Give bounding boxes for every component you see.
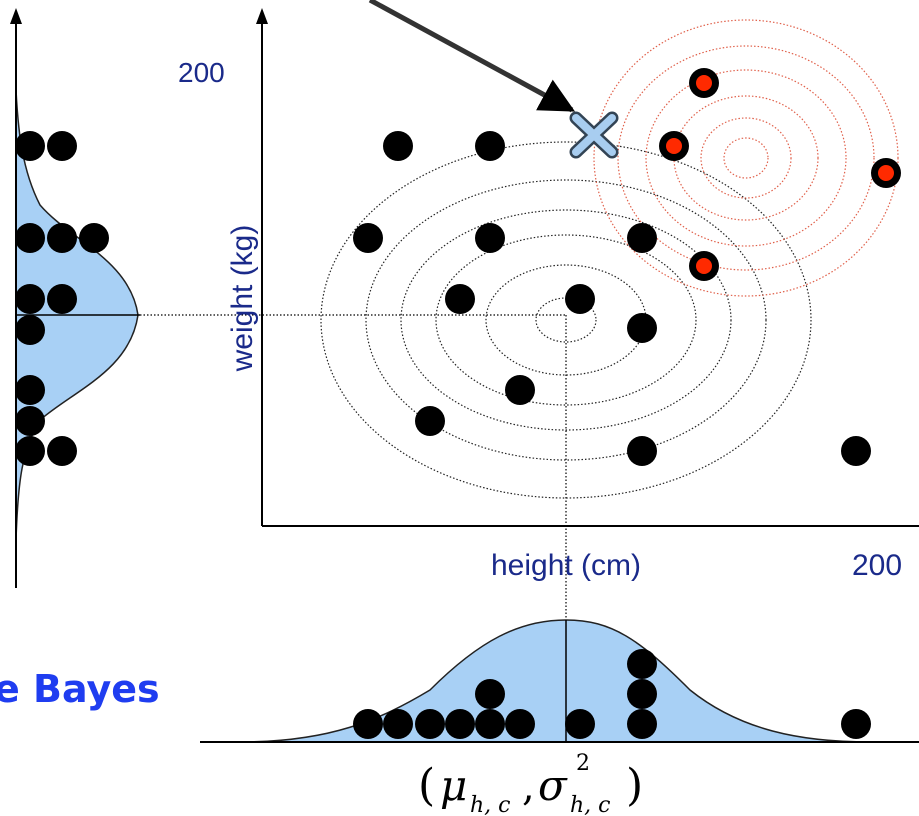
stacked-point bbox=[627, 679, 657, 709]
formula-sigma: σ bbox=[538, 761, 568, 810]
red-contours bbox=[593, 19, 899, 297]
data-point bbox=[415, 406, 445, 436]
data-point bbox=[353, 223, 383, 253]
partial-title: e Bayes bbox=[0, 667, 160, 711]
bottom-marginal-density bbox=[200, 619, 919, 743]
formula-close-paren: ) bbox=[626, 760, 643, 811]
x-mark-icon bbox=[569, 111, 619, 159]
left-axis-arrowhead bbox=[10, 8, 22, 24]
stacked-point bbox=[47, 284, 77, 314]
stacked-point bbox=[505, 709, 535, 739]
data-point-red-core bbox=[666, 138, 682, 154]
red-contour-ring bbox=[645, 69, 847, 247]
formula-sigma-superscript: 2 bbox=[576, 751, 590, 776]
data-point bbox=[475, 131, 505, 161]
scatter-axes bbox=[256, 8, 919, 527]
stacked-point bbox=[15, 284, 45, 314]
formula-mu: μ bbox=[440, 761, 467, 810]
formula-mu-subscript: h, c bbox=[470, 793, 510, 816]
data-point bbox=[505, 375, 535, 405]
data-point bbox=[565, 284, 595, 314]
stacked-point bbox=[47, 131, 77, 161]
formula-open-paren: ( bbox=[418, 760, 435, 811]
stacked-point bbox=[47, 223, 77, 253]
stacked-point bbox=[79, 223, 109, 253]
stacked-point bbox=[15, 131, 45, 161]
stacked-point bbox=[15, 223, 45, 253]
y-axis-arrowhead bbox=[256, 8, 268, 24]
data-point bbox=[627, 313, 657, 343]
formula: ( μ h, c , σ 2 h, c ) bbox=[418, 751, 643, 816]
scatter-black-points bbox=[353, 131, 871, 466]
left-stack-points bbox=[15, 131, 109, 466]
red-contour-ring bbox=[673, 95, 819, 221]
formula-comma: , bbox=[522, 764, 535, 810]
bottom-density-fill bbox=[239, 619, 871, 743]
red-contour-ring bbox=[700, 117, 792, 199]
stacked-point bbox=[565, 709, 595, 739]
data-point bbox=[627, 223, 657, 253]
stacked-point bbox=[475, 679, 505, 709]
red-contour-ring bbox=[617, 45, 875, 271]
stacked-point bbox=[15, 315, 45, 345]
left-marginal-density bbox=[10, 8, 140, 588]
x-axis-label: height (cm) bbox=[491, 549, 641, 582]
stacked-point bbox=[383, 709, 413, 739]
stacked-point bbox=[15, 436, 45, 466]
stacked-point bbox=[627, 649, 657, 679]
data-point bbox=[383, 131, 413, 161]
stacked-point bbox=[47, 436, 77, 466]
data-point bbox=[627, 436, 657, 466]
formula-sigma-subscript: h, c bbox=[570, 793, 610, 816]
data-point-red-core bbox=[696, 258, 712, 274]
stacked-point bbox=[445, 709, 475, 739]
data-point-red-core bbox=[878, 165, 894, 181]
contour-ring bbox=[365, 179, 767, 461]
contour-ring bbox=[435, 234, 697, 406]
red-contour-ring bbox=[593, 19, 899, 297]
red-contour-ring bbox=[723, 137, 769, 179]
contour-ring bbox=[320, 141, 812, 499]
data-point bbox=[475, 223, 505, 253]
stacked-point bbox=[15, 406, 45, 436]
data-point bbox=[841, 436, 871, 466]
y-axis-label: weight (kg) bbox=[226, 225, 259, 373]
stacked-point bbox=[353, 709, 383, 739]
stacked-point bbox=[841, 709, 871, 739]
pointer-arrow bbox=[368, 0, 576, 113]
stacked-point bbox=[15, 375, 45, 405]
contour-ring bbox=[400, 209, 732, 431]
y-tick-label: 200 bbox=[178, 57, 225, 88]
data-point bbox=[445, 284, 475, 314]
scatter-red-points bbox=[659, 68, 901, 281]
stacked-point bbox=[475, 709, 505, 739]
bottom-stack-points bbox=[353, 649, 871, 739]
stacked-point bbox=[627, 709, 657, 739]
x-tick-label: 200 bbox=[852, 549, 902, 582]
stacked-point bbox=[415, 709, 445, 739]
data-point-red-core bbox=[696, 75, 712, 91]
